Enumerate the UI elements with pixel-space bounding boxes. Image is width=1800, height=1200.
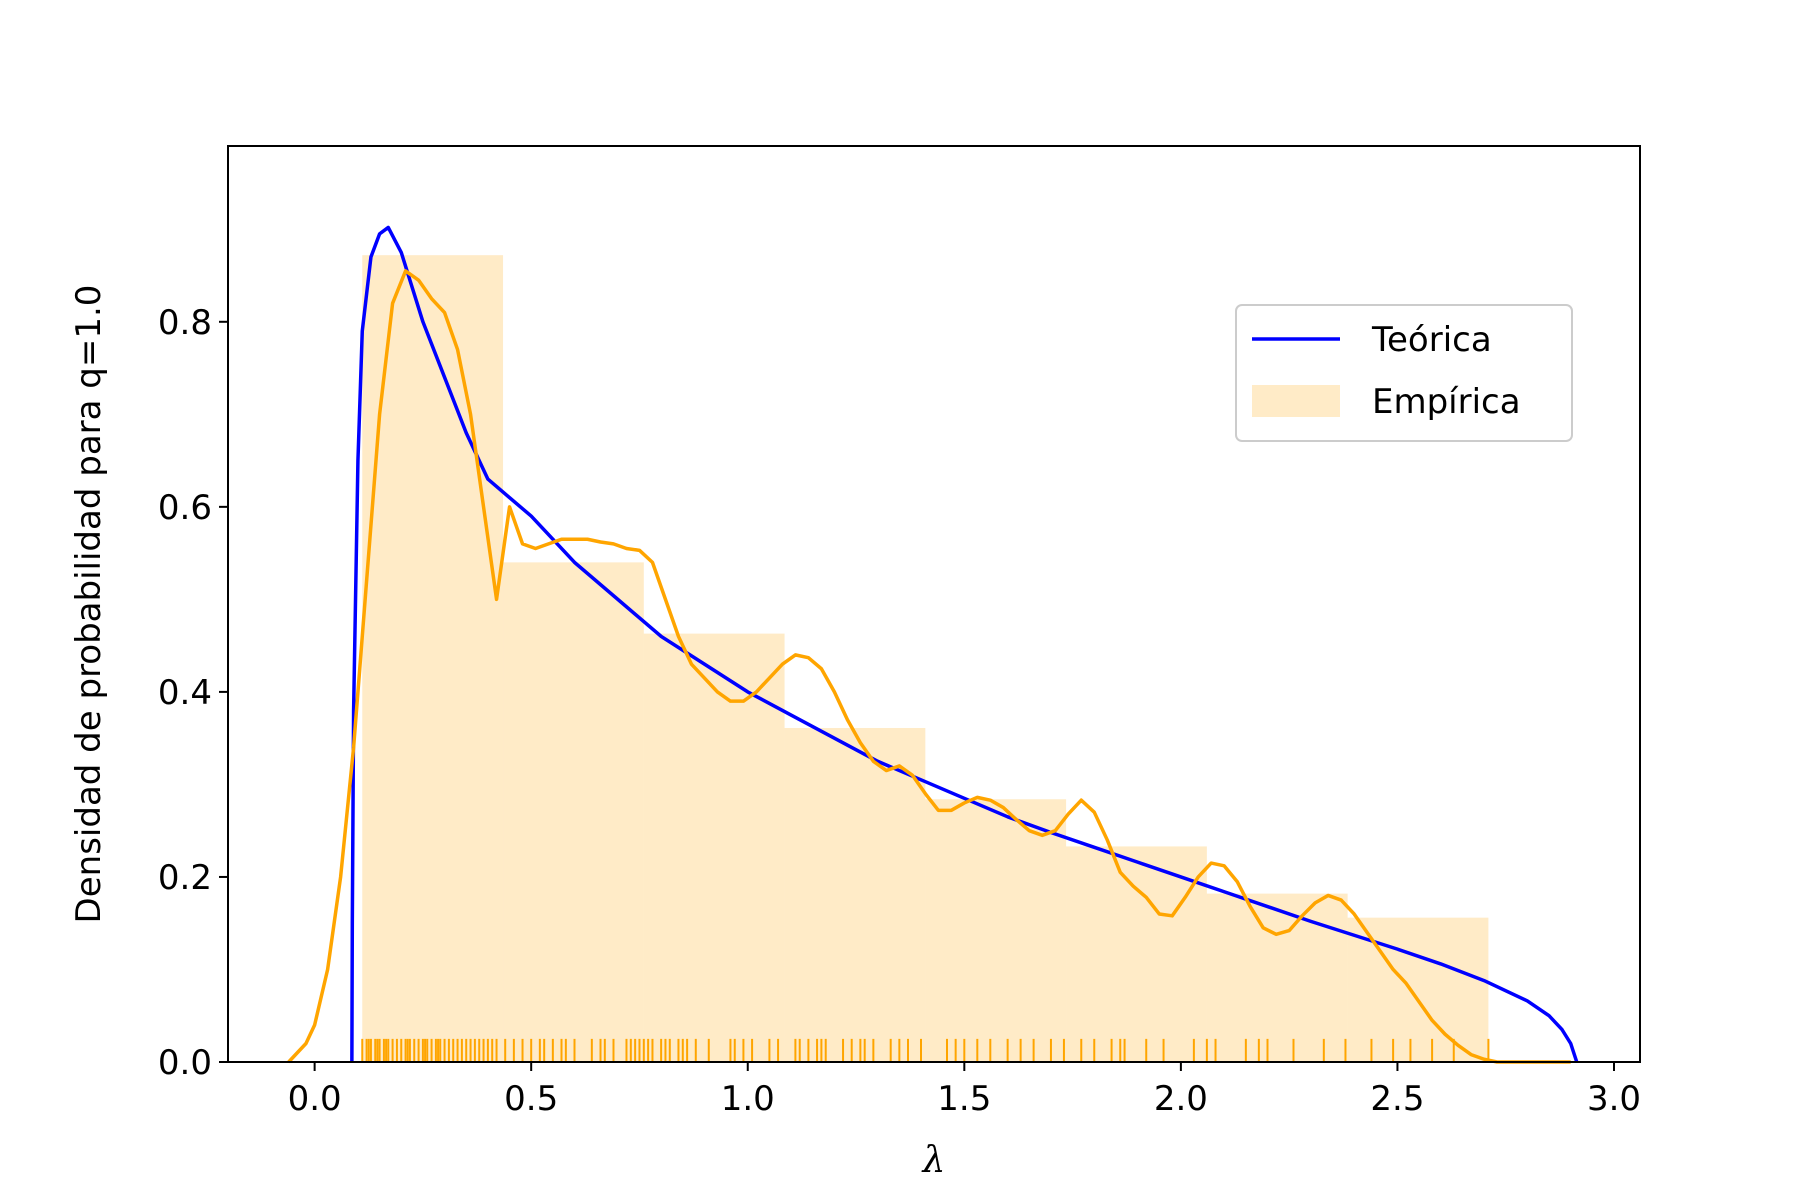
x-tick-label: 1.5	[937, 1079, 991, 1119]
x-tick-label: 0.5	[504, 1079, 558, 1119]
y-tick-label: 0.4	[158, 673, 212, 713]
x-tick-label: 0.0	[288, 1079, 342, 1119]
x-axis-label: λ	[921, 1140, 946, 1181]
legend: Teórica Empírica	[1235, 304, 1573, 442]
x-tick-label: 1.0	[721, 1079, 775, 1119]
y-axis-ticks: 0.0 0.2 0.4 0.6 0.8	[158, 303, 228, 1083]
y-axis-label: Densidad de probabilidad para q=1.0	[69, 285, 109, 924]
y-tick-label: 0.6	[158, 488, 212, 528]
histogram-bar-1	[503, 562, 644, 1062]
rug-ticks	[361, 1038, 1490, 1062]
x-tick-label: 2.5	[1370, 1079, 1424, 1119]
x-axis-ticks: 0.0 0.5 1.0 1.5 2.0 2.5 3.0	[288, 1062, 1641, 1119]
histogram-bar-4	[925, 799, 1067, 1062]
histogram-bar-5	[1066, 846, 1207, 1062]
histogram-bars	[362, 255, 1489, 1062]
x-tick-label: 3.0	[1587, 1079, 1641, 1119]
kde-curve	[287, 269, 1571, 1064]
legend-theoretical-label: Teórica	[1371, 320, 1492, 360]
y-tick-label: 0.0	[158, 1043, 212, 1083]
histogram-bar-3	[784, 727, 926, 1062]
x-tick-label: 2.0	[1154, 1079, 1208, 1119]
theoretical-curve	[350, 225, 1579, 1063]
y-tick-label: 0.2	[158, 858, 212, 898]
legend-empirical-label: Empírica	[1372, 382, 1521, 422]
histogram-bar-6	[1206, 893, 1348, 1062]
histogram-bar-2	[643, 633, 785, 1062]
legend-empirical-swatch	[1252, 385, 1340, 417]
y-tick-label: 0.8	[158, 303, 212, 343]
histogram-bar-0	[362, 255, 504, 1062]
plot-frame	[227, 145, 1641, 1063]
